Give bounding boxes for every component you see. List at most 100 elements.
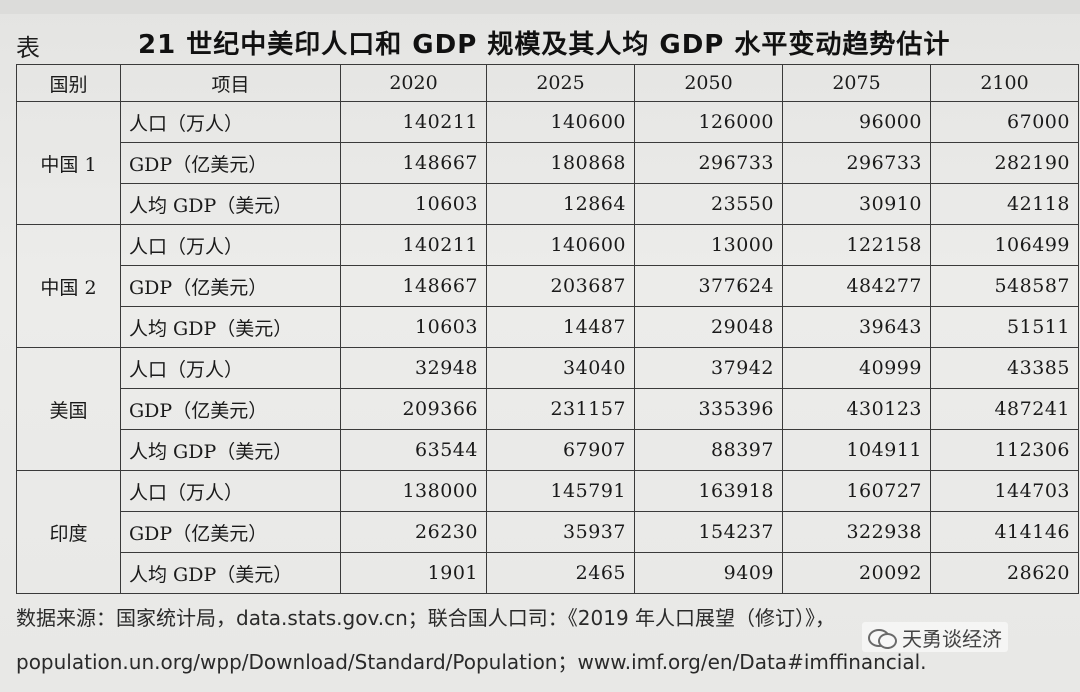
value-cell: 104911 [782, 429, 931, 471]
item-cell: GDP（亿美元） [120, 265, 341, 307]
item-cell: 人口（万人） [120, 224, 341, 266]
item-cell: 人均 GDP（美元） [120, 552, 341, 594]
value-cell: 63544 [340, 429, 487, 471]
header-cell: 2100 [930, 64, 1079, 102]
table-row: GDP（亿美元） 148667 180868 296733 296733 282… [17, 142, 1079, 184]
value-cell: 430123 [782, 388, 931, 430]
value-cell: 377624 [634, 265, 783, 307]
watermark: 天勇谈经济 [862, 622, 1008, 652]
table-row: 人均 GDP（美元） 10603 12864 23550 30910 42118 [17, 183, 1079, 225]
wechat-icon [868, 626, 897, 649]
value-cell: 148667 [340, 265, 487, 307]
table-row: 中国 2 人口（万人） 140211 140600 13000 122158 1… [16, 224, 1079, 348]
value-cell: 1901 [340, 552, 487, 594]
value-cell: 163918 [634, 470, 783, 512]
item-cell: GDP（亿美元） [120, 511, 341, 553]
value-cell: 126000 [634, 101, 783, 143]
value-cell: 20092 [782, 552, 931, 594]
header-cell: 2050 [634, 64, 783, 102]
value-cell: 140600 [486, 101, 635, 143]
value-cell: 154237 [634, 511, 783, 553]
table-row: 人均 GDP（美元） 10603 14487 29048 39643 51511 [17, 306, 1079, 348]
value-cell: 13000 [634, 224, 783, 266]
data-table: 国别 项目 2020 2025 2050 2075 2100 中国 1 人口（万… [16, 64, 1079, 594]
value-cell: 231157 [486, 388, 635, 430]
item-cell: 人均 GDP（美元） [120, 306, 341, 348]
source-line-2: population.un.org/wpp/Download/Standard/… [16, 650, 927, 674]
header-cell: 2025 [486, 64, 635, 102]
value-cell: 145791 [486, 470, 635, 512]
value-cell: 35937 [486, 511, 635, 553]
item-cell: 人均 GDP（美元） [120, 183, 341, 225]
value-cell: 203687 [486, 265, 635, 307]
value-cell: 37942 [634, 347, 783, 389]
value-cell: 14487 [486, 306, 635, 348]
value-cell: 282190 [930, 142, 1079, 184]
value-cell: 39643 [782, 306, 931, 348]
value-cell: 335396 [634, 388, 783, 430]
value-cell: 140600 [486, 224, 635, 266]
value-cell: 28620 [930, 552, 1079, 594]
value-cell: 548587 [930, 265, 1079, 307]
country-cell: 印度 [16, 470, 121, 594]
value-cell: 10603 [340, 183, 487, 225]
table-title: 21 世纪中美印人口和 GDP 规模及其人均 GDP 水平变动趋势估计 [138, 30, 951, 60]
value-cell: 23550 [634, 183, 783, 225]
value-cell: 30910 [782, 183, 931, 225]
country-cell: 美国 [16, 347, 121, 471]
value-cell: 140211 [340, 101, 487, 143]
table-header-row: 国别 项目 2020 2025 2050 2075 2100 [16, 64, 1079, 102]
value-cell: 12864 [486, 183, 635, 225]
value-cell: 414146 [930, 511, 1079, 553]
header-cell: 国别 [16, 64, 121, 102]
table-row: 中国 1 人口（万人） 140211 140600 126000 96000 6… [16, 101, 1079, 225]
value-cell: 32948 [340, 347, 487, 389]
value-cell: 106499 [930, 224, 1079, 266]
value-cell: 26230 [340, 511, 487, 553]
value-cell: 148667 [340, 142, 487, 184]
item-cell: 人口（万人） [120, 470, 341, 512]
value-cell: 122158 [782, 224, 931, 266]
table-row: GDP（亿美元） 148667 203687 377624 484277 548… [17, 265, 1079, 307]
value-cell: 67000 [930, 101, 1079, 143]
header-cell: 2075 [782, 64, 931, 102]
value-cell: 296733 [634, 142, 783, 184]
value-cell: 2465 [486, 552, 635, 594]
value-cell: 40999 [782, 347, 931, 389]
top-edge-strip [0, 0, 1080, 14]
value-cell: 9409 [634, 552, 783, 594]
value-cell: 88397 [634, 429, 783, 471]
country-cell: 中国 1 [16, 101, 121, 225]
item-cell: 人均 GDP（美元） [120, 429, 341, 471]
value-cell: 138000 [340, 470, 487, 512]
value-cell: 487241 [930, 388, 1079, 430]
value-cell: 180868 [486, 142, 635, 184]
table-row: 人均 GDP（美元） 63544 67907 88397 104911 1123… [17, 429, 1079, 471]
table-row: 美国 人口（万人） 32948 34040 37942 40999 43385 [16, 347, 1079, 471]
table-row: 印度 人口（万人） 138000 145791 163918 160727 14… [16, 470, 1079, 594]
value-cell: 10603 [340, 306, 487, 348]
item-cell: GDP（亿美元） [120, 388, 341, 430]
value-cell: 140211 [340, 224, 487, 266]
value-cell: 67907 [486, 429, 635, 471]
item-cell: 人口（万人） [120, 101, 341, 143]
source-line-1: 数据来源：国家统计局，data.stats.gov.cn；联合国人口司：《201… [16, 606, 836, 630]
value-cell: 160727 [782, 470, 931, 512]
value-cell: 484277 [782, 265, 931, 307]
value-cell: 144703 [930, 470, 1079, 512]
value-cell: 42118 [930, 183, 1079, 225]
header-cell: 2020 [340, 64, 487, 102]
value-cell: 209366 [340, 388, 487, 430]
value-cell: 96000 [782, 101, 931, 143]
header-cell: 项目 [120, 64, 341, 102]
source-note: 数据来源：国家统计局，data.stats.gov.cn；联合国人口司：《201… [16, 596, 1076, 684]
value-cell: 296733 [782, 142, 931, 184]
table-label: 表 [16, 34, 40, 62]
watermark-text: 天勇谈经济 [902, 626, 1002, 651]
value-cell: 112306 [930, 429, 1079, 471]
value-cell: 51511 [930, 306, 1079, 348]
value-cell: 43385 [930, 347, 1079, 389]
table-row: GDP（亿美元） 26230 35937 154237 322938 41414… [17, 511, 1079, 553]
country-cell: 中国 2 [16, 224, 121, 348]
